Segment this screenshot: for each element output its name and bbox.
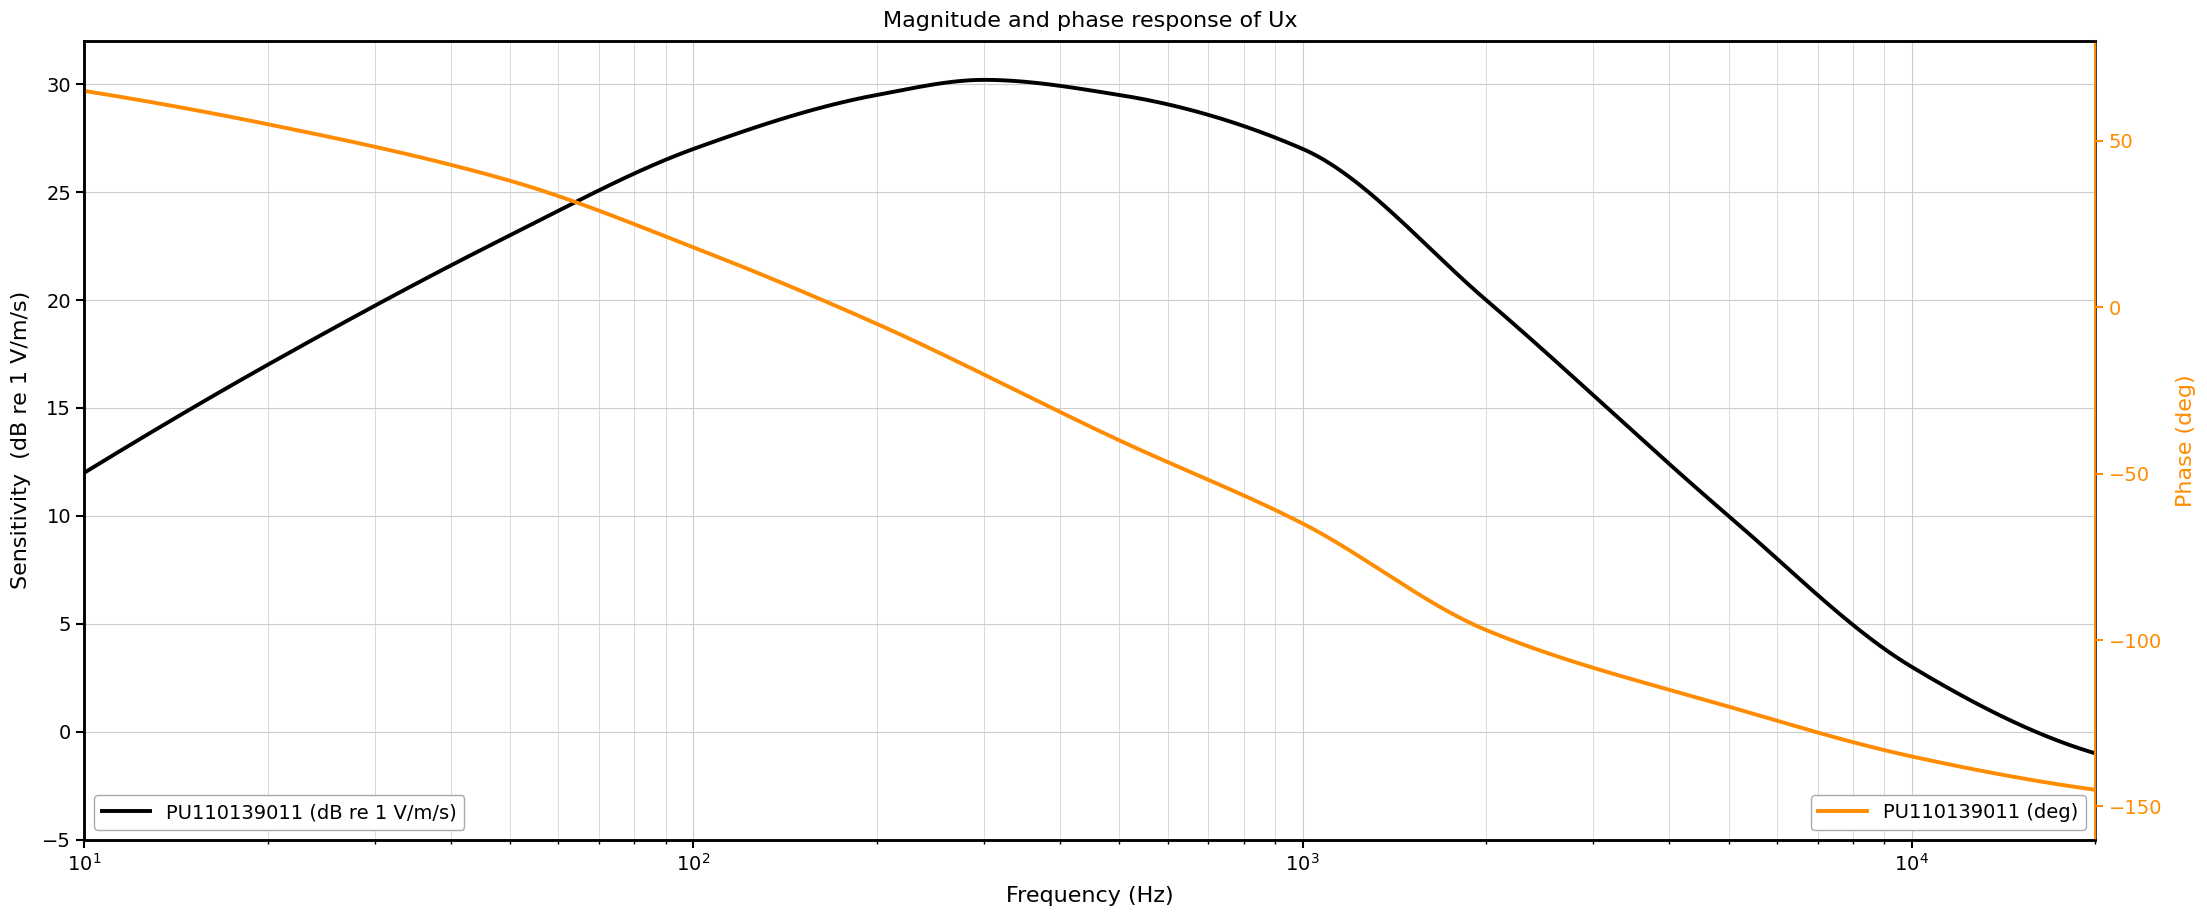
Line: PU110139011 (deg): PU110139011 (deg) <box>84 91 2094 790</box>
PU110139011 (dB re 1 V/m/s) <box>971 74 998 85</box>
PU110139011 (deg) <box>843 309 870 320</box>
PU110139011 (deg) <box>71 85 97 96</box>
PU110139011 (dB re 1 V/m/s) <box>71 468 97 479</box>
PU110139011 (dB re 1 V/m/s) <box>300 334 327 345</box>
PU110139011 (dB re 1 V/m/s) <box>843 94 870 105</box>
PU110139011 (dB re 1 V/m/s) <box>1827 609 1854 620</box>
PU110139011 (deg) <box>2081 784 2108 795</box>
PU110139011 (dB re 1 V/m/s) <box>2044 735 2070 746</box>
PU110139011 (dB re 1 V/m/s) <box>929 78 956 89</box>
Legend: PU110139011 (dB re 1 V/m/s): PU110139011 (dB re 1 V/m/s) <box>95 795 463 830</box>
Y-axis label: Phase (deg): Phase (deg) <box>2176 374 2196 507</box>
PU110139011 (deg) <box>300 128 327 139</box>
X-axis label: Frequency (Hz): Frequency (Hz) <box>1006 886 1174 906</box>
Y-axis label: Sensitivity  (dB re 1 V/m/s): Sensitivity (dB re 1 V/m/s) <box>11 292 31 590</box>
PU110139011 (deg) <box>929 348 956 359</box>
PU110139011 (deg) <box>2041 779 2068 790</box>
PU110139011 (dB re 1 V/m/s) <box>419 270 446 281</box>
Title: Magnitude and phase response of Ux: Magnitude and phase response of Ux <box>883 11 1298 31</box>
Line: PU110139011 (dB re 1 V/m/s): PU110139011 (dB re 1 V/m/s) <box>84 80 2094 754</box>
PU110139011 (deg) <box>419 155 446 166</box>
PU110139011 (dB re 1 V/m/s) <box>2081 748 2108 759</box>
Legend: PU110139011 (deg): PU110139011 (deg) <box>1810 795 2086 830</box>
PU110139011 (deg) <box>1825 733 1852 744</box>
